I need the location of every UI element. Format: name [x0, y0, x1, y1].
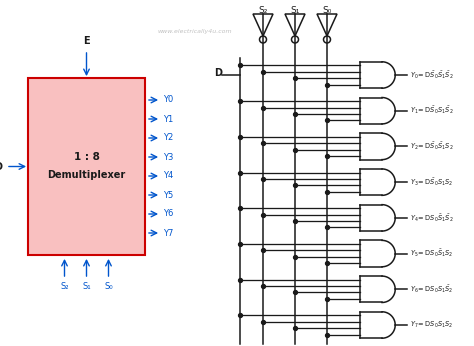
Text: Y6: Y6 — [163, 209, 173, 219]
Text: $Y_1$= D$\bar{S}_0S_1\bar{S}_2$: $Y_1$= D$\bar{S}_0S_1\bar{S}_2$ — [410, 105, 454, 117]
Text: Demultiplexer: Demultiplexer — [47, 171, 126, 181]
Text: Y4: Y4 — [163, 172, 173, 181]
Text: $Y_5$= D$S_0\bar{S}_1S_2$: $Y_5$= D$S_0\bar{S}_1S_2$ — [410, 248, 454, 260]
Text: S₀: S₀ — [322, 6, 332, 15]
Text: $Y_7$= D$S_0S_1S_2$: $Y_7$= D$S_0S_1S_2$ — [410, 320, 454, 330]
Text: S₂: S₂ — [60, 282, 69, 291]
Text: www.electrically4u.com: www.electrically4u.com — [158, 29, 232, 35]
Text: D: D — [214, 68, 222, 78]
Text: S₀: S₀ — [104, 282, 113, 291]
FancyBboxPatch shape — [28, 78, 145, 255]
Text: S₁: S₁ — [290, 6, 300, 15]
Text: $Y_4$= D$S_0\bar{S}_1\bar{S}_2$: $Y_4$= D$S_0\bar{S}_1\bar{S}_2$ — [410, 212, 454, 224]
Text: $Y_3$= D$\bar{S}_0S_1S_2$: $Y_3$= D$\bar{S}_0S_1S_2$ — [410, 176, 454, 188]
Text: S₂: S₂ — [258, 6, 268, 15]
Text: E: E — [83, 36, 90, 46]
Text: D: D — [0, 162, 2, 172]
Text: $Y_0$= D$\bar{S}_0\bar{S}_1\bar{S}_2$: $Y_0$= D$\bar{S}_0\bar{S}_1\bar{S}_2$ — [410, 69, 454, 81]
Text: Y5: Y5 — [163, 191, 173, 200]
Text: Y3: Y3 — [163, 153, 173, 162]
Text: $Y_6$= D$S_0S_1\bar{S}_2$: $Y_6$= D$S_0S_1\bar{S}_2$ — [410, 283, 454, 295]
Text: $Y_2$= D$\bar{S}_0\bar{S}_1S_2$: $Y_2$= D$\bar{S}_0\bar{S}_1S_2$ — [410, 141, 454, 152]
Text: S₁: S₁ — [82, 282, 91, 291]
Text: 1 : 8: 1 : 8 — [73, 153, 100, 163]
Text: Y0: Y0 — [163, 95, 173, 104]
Text: Y1: Y1 — [163, 115, 173, 124]
Text: Y2: Y2 — [163, 134, 173, 143]
Text: Y7: Y7 — [163, 228, 173, 237]
